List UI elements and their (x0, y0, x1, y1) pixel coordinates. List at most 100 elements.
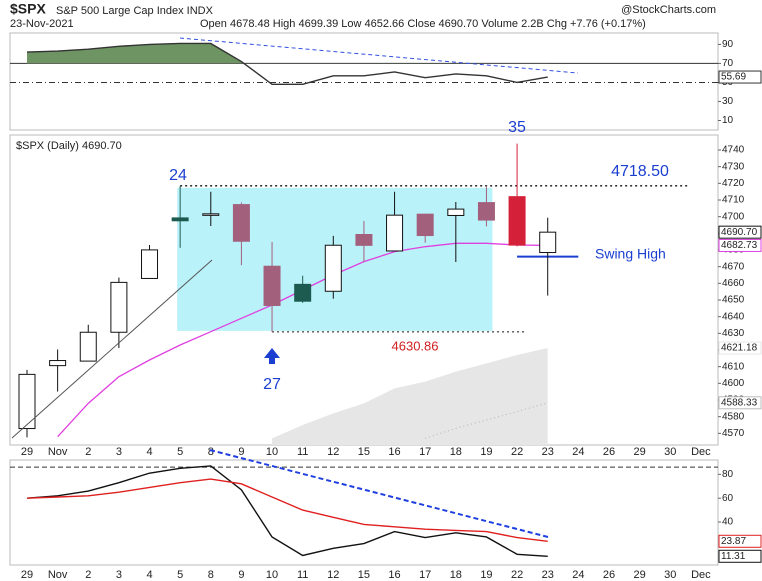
value-box-label: 4682.73 (721, 240, 758, 251)
x-tick-label: Nov (48, 569, 68, 581)
value-box (718, 70, 762, 84)
x-tick-label: 16 (388, 569, 400, 581)
value-box (718, 534, 762, 548)
y-tick-label: 80 (722, 469, 734, 480)
y-tick-label: 4700 (722, 211, 745, 222)
y-tick-label: 4730 (722, 161, 745, 172)
candle-body (294, 283, 312, 302)
candle-body (477, 202, 495, 221)
y-tick-label: 4640 (722, 311, 745, 322)
x-tick-label: 9 (238, 446, 244, 458)
y-tick-label: 4720 (722, 178, 745, 189)
value-box-label: 4588.33 (721, 397, 758, 408)
rsi-trendline (179, 37, 579, 74)
y-tick-label: 4650 (722, 295, 745, 306)
x-tick-label: 12 (327, 569, 339, 581)
annotation: 27 (263, 376, 281, 393)
candle-body (324, 244, 342, 292)
date: 23-Nov-2021 (10, 18, 74, 30)
value-box (718, 341, 762, 355)
x-tick-label: 26 (603, 446, 615, 458)
candle-body (202, 213, 220, 216)
x-tick-label: 15 (358, 446, 370, 458)
level-label: 4630.86 (392, 338, 439, 353)
series-line (26, 42, 548, 86)
x-tick-label: 24 (572, 569, 584, 581)
candle-body (110, 281, 128, 333)
annotation: 24 (169, 167, 187, 184)
overbought-fill (27, 43, 244, 64)
x-tick-label: 24 (572, 446, 584, 458)
candle-body (18, 373, 36, 430)
candle-body (79, 331, 97, 362)
stoch-trendline (209, 449, 549, 538)
stoch-panel-frame (9, 459, 719, 566)
value-box-label: 23.87 (721, 536, 746, 547)
level-label: Swing High (595, 245, 666, 261)
y-tick-label: 40 (722, 517, 734, 528)
annotation: 35 (508, 119, 526, 136)
value-box (718, 396, 762, 410)
x-tick-label: 10 (266, 446, 278, 458)
value-box-label: 55.69 (721, 72, 746, 83)
level-label: 4718.50 (611, 163, 669, 180)
x-tick-label: 2 (85, 569, 91, 581)
candle-body (539, 231, 557, 254)
index-name: S&P 500 Large Cap Index INDX (56, 5, 214, 17)
value-box (718, 225, 762, 239)
candle-body (263, 265, 281, 306)
y-tick-label: 4630 (722, 328, 745, 339)
y-tick-label: 10 (722, 115, 734, 126)
x-tick-label: 17 (419, 446, 431, 458)
x-tick-label: 17 (419, 569, 431, 581)
value-box-label: 4690.70 (721, 227, 758, 238)
y-tick-label: 4740 (722, 145, 745, 156)
x-tick-label: 11 (297, 569, 308, 581)
x-tick-label: 15 (358, 569, 370, 581)
candle-body (386, 214, 404, 252)
x-tick-label: 30 (664, 569, 676, 581)
x-tick-label: 8 (208, 446, 214, 458)
x-tick-label: 4 (146, 446, 152, 458)
candle-body (416, 213, 434, 237)
up-arrow (264, 348, 280, 364)
y-tick-label: 4600 (722, 378, 745, 389)
value-box-label: 11.31 (721, 551, 746, 562)
y-tick-label: 4660 (722, 278, 745, 289)
x-tick-label: 12 (327, 446, 339, 458)
series-line (26, 465, 548, 557)
overlay-area (272, 348, 548, 445)
y-tick-label: 30 (722, 96, 734, 107)
y-tick-label: 60 (722, 493, 734, 504)
x-tick-label: 19 (480, 569, 492, 581)
y-tick-label: 4710 (722, 195, 745, 206)
x-tick-label: Dec (691, 446, 711, 458)
plot-layer: 907050301055.694740473047204710470046904… (10, 39, 762, 581)
value-box (718, 549, 762, 563)
x-tick-label: 22 (511, 569, 523, 581)
x-tick-label: 3 (116, 446, 122, 458)
x-tick-label: 16 (388, 446, 400, 458)
y-tick-label: 4570 (722, 428, 745, 439)
x-tick-label: Nov (48, 446, 68, 458)
x-tick-label: 22 (511, 446, 523, 458)
source: @StockCharts.com (621, 4, 716, 16)
value-box (718, 238, 762, 252)
y-tick-label: 70 (722, 58, 734, 69)
x-tick-label: 29 (633, 446, 645, 458)
candle-body (447, 208, 465, 216)
y-tick-label: 4580 (722, 411, 745, 422)
x-tick-label: 30 (664, 446, 676, 458)
x-tick-label: 19 (480, 446, 492, 458)
x-tick-label: 5 (177, 446, 183, 458)
x-tick-label: 4 (146, 569, 152, 581)
x-tick-label: 23 (542, 446, 554, 458)
rsi-panel-frame (9, 32, 719, 131)
x-tick-label: 26 (603, 569, 615, 581)
x-tick-label: 5 (177, 569, 183, 581)
x-tick-label: 2 (85, 446, 91, 458)
symbol: $SPX (10, 1, 46, 17)
x-tick-label: 11 (297, 446, 308, 458)
x-tick-label: 23 (542, 569, 554, 581)
